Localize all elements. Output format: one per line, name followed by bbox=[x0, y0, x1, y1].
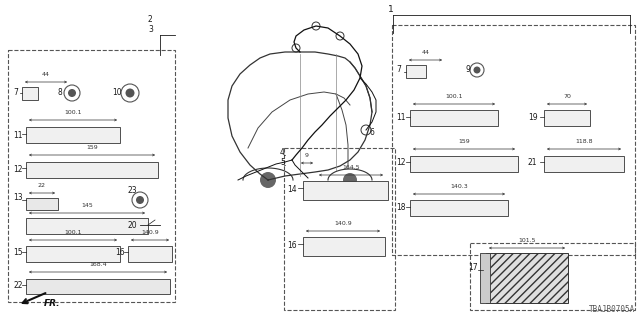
Text: 8: 8 bbox=[57, 88, 61, 97]
Bar bbox=[392, 25, 635, 255]
Bar bbox=[26, 218, 148, 234]
Text: FR.: FR. bbox=[44, 299, 61, 308]
Bar bbox=[26, 162, 158, 178]
Bar bbox=[480, 253, 490, 303]
Text: 11: 11 bbox=[396, 113, 406, 122]
Bar bbox=[544, 110, 590, 126]
Text: 44: 44 bbox=[42, 72, 50, 77]
Text: 101.5: 101.5 bbox=[518, 238, 536, 243]
Circle shape bbox=[343, 173, 357, 187]
Bar bbox=[406, 65, 426, 78]
Bar bbox=[303, 181, 388, 200]
Text: 9: 9 bbox=[465, 65, 470, 74]
Text: 140.9: 140.9 bbox=[334, 221, 352, 226]
Text: 168.4: 168.4 bbox=[89, 262, 107, 267]
Bar bbox=[284, 148, 395, 310]
Text: 16: 16 bbox=[287, 241, 296, 250]
Circle shape bbox=[125, 89, 134, 98]
Bar bbox=[410, 110, 498, 126]
Text: 100.1: 100.1 bbox=[445, 94, 463, 99]
Bar bbox=[26, 127, 120, 143]
Text: 164.5: 164.5 bbox=[342, 165, 360, 170]
Text: 7: 7 bbox=[13, 88, 18, 97]
Text: 13: 13 bbox=[13, 193, 22, 202]
Bar bbox=[26, 198, 58, 210]
Bar bbox=[303, 237, 385, 256]
Text: TBAJB0705A: TBAJB0705A bbox=[589, 305, 635, 314]
Text: 4: 4 bbox=[280, 148, 285, 157]
Text: 22: 22 bbox=[38, 183, 46, 188]
Circle shape bbox=[474, 67, 481, 74]
Text: 17: 17 bbox=[468, 263, 477, 272]
Text: 100.1: 100.1 bbox=[64, 230, 82, 235]
Bar bbox=[410, 156, 518, 172]
Text: 145: 145 bbox=[81, 203, 93, 208]
Text: 14: 14 bbox=[287, 185, 296, 194]
Text: 6: 6 bbox=[370, 128, 375, 137]
Text: 20: 20 bbox=[128, 221, 138, 230]
Bar bbox=[470, 243, 635, 310]
Bar bbox=[8, 50, 175, 302]
Text: 15: 15 bbox=[13, 248, 22, 257]
Text: 9: 9 bbox=[305, 153, 309, 158]
Text: 22: 22 bbox=[13, 281, 22, 290]
Circle shape bbox=[136, 196, 144, 204]
Text: 16: 16 bbox=[115, 248, 125, 257]
Text: 159: 159 bbox=[458, 139, 470, 144]
Bar bbox=[22, 87, 38, 100]
Text: 159: 159 bbox=[86, 145, 98, 150]
Bar bbox=[128, 246, 172, 262]
Text: 1: 1 bbox=[388, 5, 394, 14]
Text: 21: 21 bbox=[528, 158, 538, 167]
Text: 118.8: 118.8 bbox=[575, 139, 593, 144]
Text: 2: 2 bbox=[148, 15, 153, 24]
Text: 19: 19 bbox=[528, 113, 538, 122]
Text: 100.1: 100.1 bbox=[64, 110, 82, 115]
Text: 23: 23 bbox=[128, 186, 138, 195]
Text: 70: 70 bbox=[563, 94, 571, 99]
Bar bbox=[410, 200, 508, 216]
Bar bbox=[486, 253, 568, 303]
Text: 18: 18 bbox=[396, 203, 406, 212]
Text: 44: 44 bbox=[422, 50, 429, 55]
Text: 5: 5 bbox=[280, 158, 285, 167]
Text: 11: 11 bbox=[13, 131, 22, 140]
Text: 12: 12 bbox=[396, 158, 406, 167]
Bar bbox=[26, 279, 170, 294]
Text: 140.3: 140.3 bbox=[450, 184, 468, 189]
Text: 10: 10 bbox=[112, 88, 122, 97]
Text: 12: 12 bbox=[13, 165, 22, 174]
Circle shape bbox=[260, 172, 276, 188]
Bar bbox=[544, 156, 624, 172]
Circle shape bbox=[68, 89, 76, 97]
Text: 140.9: 140.9 bbox=[141, 230, 159, 235]
Text: 7: 7 bbox=[396, 65, 401, 74]
Bar bbox=[26, 246, 120, 262]
Text: 3: 3 bbox=[148, 25, 153, 34]
